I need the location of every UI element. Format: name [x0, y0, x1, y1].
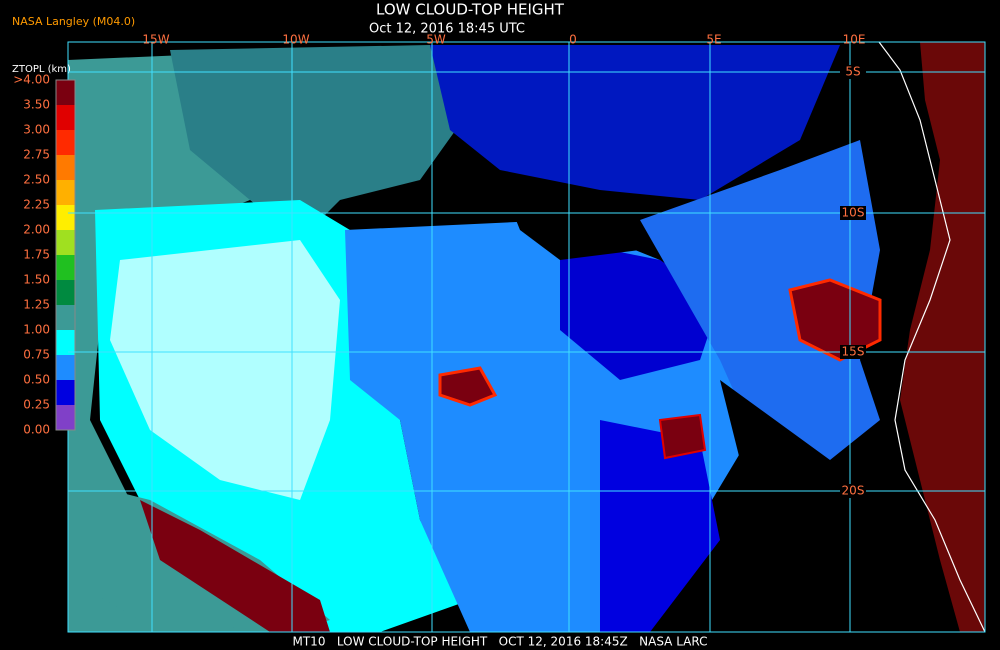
colorbar-swatch — [56, 355, 75, 380]
longitude-label: 5W — [426, 33, 446, 47]
longitude-label: 10W — [282, 33, 309, 47]
latitude-label-bg — [840, 65, 866, 79]
colorbar-swatch — [56, 80, 75, 105]
colorbar-label: 2.75 — [23, 148, 50, 162]
colorbar-swatch — [56, 130, 75, 155]
colorbar-swatch — [56, 205, 75, 230]
colorbar-swatch — [56, 105, 75, 130]
colorbar-label: 0.50 — [23, 373, 50, 387]
colorbar-swatch — [56, 380, 75, 405]
colorbar-label: 2.00 — [23, 223, 50, 237]
colorbar-label: 0.00 — [23, 423, 50, 437]
colorbar-label: 1.00 — [23, 323, 50, 337]
colorbar-swatch — [56, 155, 75, 180]
colorbar-swatch — [56, 180, 75, 205]
latitude-label-bg — [840, 206, 866, 220]
title: LOW CLOUD-TOP HEIGHT — [376, 1, 565, 19]
colorbar-swatch — [56, 255, 75, 280]
longitude-label: 15W — [142, 33, 169, 47]
longitude-label: 5E — [706, 33, 721, 47]
subtitle: Oct 12, 2016 18:45 UTC — [369, 22, 525, 37]
longitude-label: 10E — [843, 33, 866, 47]
latitude-label: 5S — [845, 65, 860, 79]
colorbar-label: 1.25 — [23, 298, 50, 312]
colorbar-frame — [55, 79, 76, 431]
latitude-label-bg — [840, 484, 866, 498]
colorbar-label: 3.50 — [23, 98, 50, 112]
colorbar-label: 0.75 — [23, 348, 50, 362]
colorbar-label: 1.50 — [23, 273, 50, 287]
latitude-label: 10S — [842, 206, 865, 220]
colorbar-label: 3.00 — [23, 123, 50, 137]
latitude-label: 15S — [842, 345, 865, 359]
latitude-label: 20S — [842, 484, 865, 498]
colorbar-swatch — [56, 305, 75, 330]
colorbar-swatch — [56, 405, 75, 430]
colorbar-label: 0.25 — [23, 398, 50, 412]
latitude-label-bg — [840, 345, 866, 359]
footer: MT10 LOW CLOUD-TOP HEIGHT OCT 12, 2016 1… — [293, 635, 708, 649]
colorbar-label: 1.75 — [23, 248, 50, 262]
colorbar-label: 2.50 — [23, 173, 50, 187]
colorbar-swatch — [56, 330, 75, 355]
longitude-label: 0 — [569, 33, 577, 47]
colorbar-swatch — [56, 230, 75, 255]
colorbar-swatch — [56, 280, 75, 305]
source-label: NASA Langley (M04.0) — [12, 15, 135, 28]
colorbar-label: >4.00 — [13, 73, 50, 87]
satellite-image — [68, 42, 985, 632]
colorbar-label: 2.25 — [23, 198, 50, 212]
colorbar-title: ZTOPL (km) — [12, 64, 71, 75]
